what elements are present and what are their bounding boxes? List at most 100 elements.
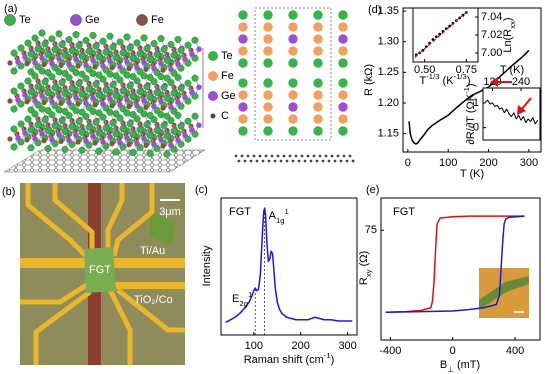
- carbon: [315, 159, 319, 163]
- atom: [262, 113, 274, 125]
- data-line: [408, 49, 530, 145]
- atom: [170, 89, 178, 97]
- label-part: Raman shift (cm: [244, 354, 324, 366]
- carbon: [348, 154, 352, 158]
- carbon: [258, 154, 262, 158]
- label-part: -1: [324, 351, 331, 360]
- atom: [15, 59, 21, 65]
- carbon: [291, 159, 295, 163]
- atom: [262, 45, 274, 57]
- atom: [92, 42, 100, 50]
- atom: [262, 101, 274, 113]
- atom: [182, 132, 188, 138]
- electrode: [105, 183, 125, 256]
- atom: [177, 122, 185, 130]
- atom: [189, 127, 195, 133]
- atom: [78, 128, 86, 136]
- atom: [107, 58, 113, 64]
- atom: [56, 131, 62, 138]
- atom: [83, 62, 89, 68]
- atom: [141, 97, 147, 104]
- legend-label: Fe: [151, 14, 164, 26]
- x-tick-label: 400: [506, 345, 524, 357]
- carbon: [300, 154, 304, 158]
- carbon: [246, 154, 250, 158]
- atom: [119, 49, 127, 57]
- x-axis-label: T-1/3 (K-1/3): [420, 72, 471, 87]
- x-tick-label: 0: [450, 345, 456, 357]
- data-line: [225, 207, 353, 323]
- atom: [136, 88, 144, 96]
- x-tick-label: 100: [245, 340, 263, 352]
- electrode: [20, 281, 90, 305]
- atom: [143, 121, 151, 129]
- atom: [68, 122, 76, 130]
- atom: [237, 101, 249, 113]
- atom: [287, 89, 299, 101]
- atom: [129, 149, 137, 157]
- atom: [10, 105, 18, 113]
- atom: [146, 149, 154, 157]
- photo-flake: [479, 276, 529, 310]
- x-tick-label: 100: [439, 157, 457, 169]
- carbon: [264, 154, 268, 158]
- atom: [10, 49, 18, 57]
- atom: [160, 45, 168, 53]
- atom: [49, 98, 55, 105]
- atom: [126, 66, 132, 72]
- atom: [38, 29, 46, 37]
- atom: [10, 125, 18, 133]
- atom: [39, 93, 45, 99]
- electrode: [33, 289, 92, 365]
- atom: [75, 41, 83, 49]
- atom: [129, 131, 137, 139]
- atom: [182, 94, 188, 100]
- carbon: [333, 159, 337, 163]
- atom: [66, 61, 72, 68]
- atom: [312, 33, 324, 45]
- flake-label: FGT: [89, 264, 111, 276]
- x-axis-label: Raman shift (cm-1): [244, 351, 335, 366]
- atom: [100, 101, 106, 107]
- atom: [134, 140, 140, 147]
- carbon: [252, 154, 256, 158]
- atom: [184, 79, 192, 87]
- key-swatch: [208, 51, 218, 61]
- electrode: [25, 183, 88, 258]
- atom: [143, 142, 149, 148]
- x-tick-label: 200: [292, 340, 310, 352]
- atom: [312, 9, 324, 21]
- atom: [158, 98, 164, 105]
- atom: [163, 150, 171, 158]
- atom: [41, 78, 49, 86]
- atom: [163, 56, 171, 64]
- atom: [100, 63, 106, 69]
- data-point: [448, 24, 452, 28]
- electrode-bar: [100, 282, 185, 289]
- atom: [7, 136, 13, 142]
- data-point: [438, 32, 442, 36]
- atom: [177, 46, 185, 54]
- atom: [55, 30, 63, 38]
- atom: [160, 67, 166, 73]
- atom: [51, 46, 59, 54]
- atom: [262, 21, 274, 33]
- label-part: Ln(R: [502, 29, 514, 53]
- atom: [85, 123, 93, 131]
- atom: [107, 134, 113, 140]
- atom: [262, 125, 274, 137]
- label-part: xy: [364, 269, 373, 277]
- atom: [124, 97, 130, 103]
- atom: [287, 77, 299, 89]
- label-part: xx: [508, 21, 517, 29]
- flake: [84, 247, 116, 293]
- x-tick-label: 200: [479, 157, 497, 169]
- atom: [75, 101, 81, 107]
- label-part: 2g: [239, 299, 248, 308]
- atom: [160, 83, 168, 91]
- atom: [136, 126, 144, 134]
- carbon: [288, 154, 292, 158]
- atom: [262, 77, 274, 89]
- atom: [44, 51, 52, 59]
- atom: [41, 138, 47, 144]
